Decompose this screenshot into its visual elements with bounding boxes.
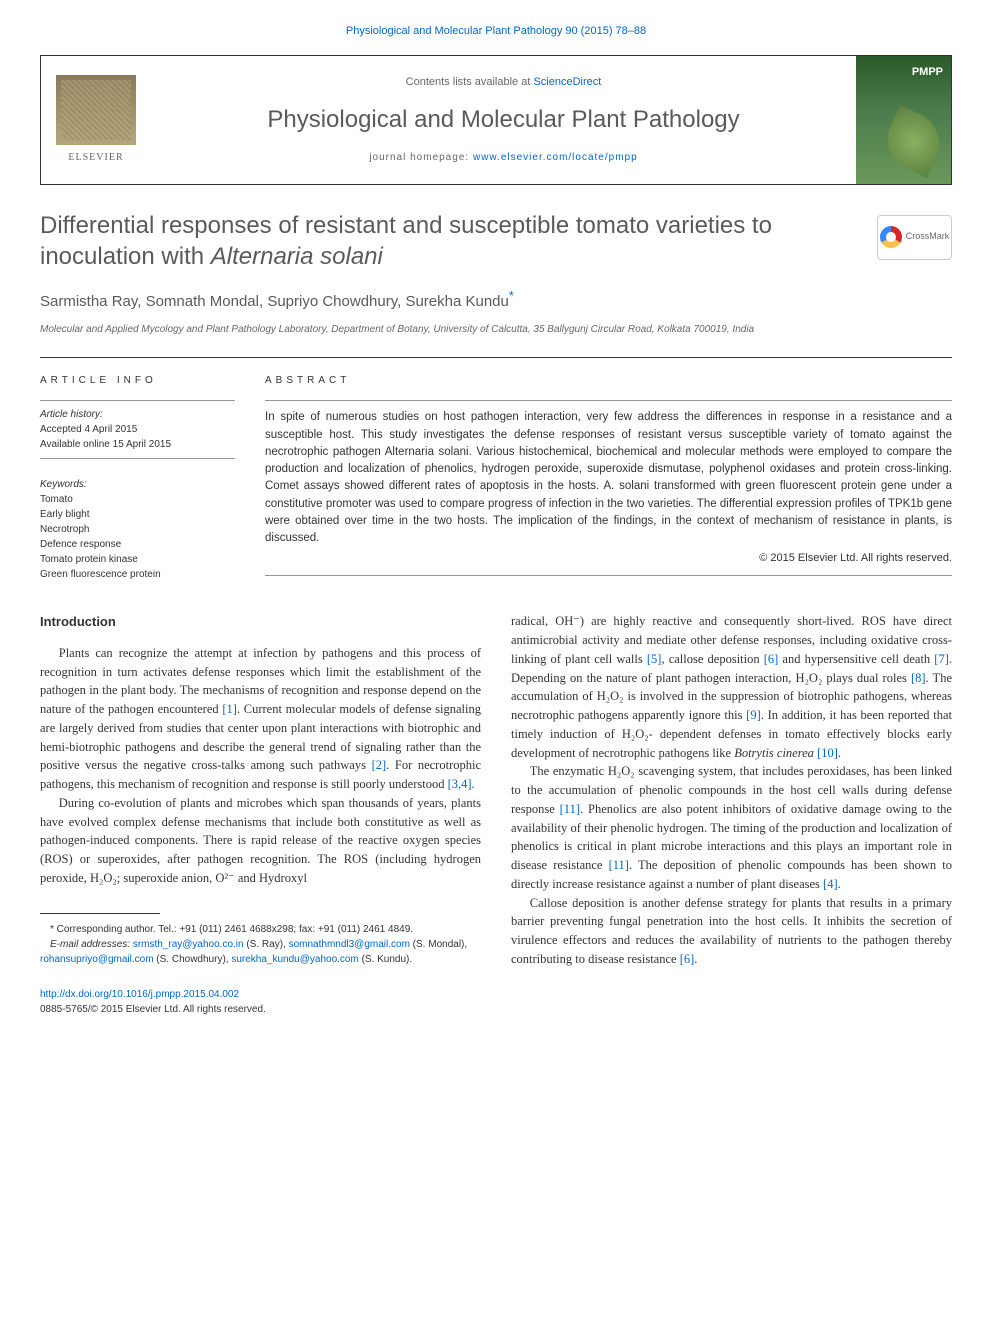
abstract-body: In spite of numerous studies on host pat… [265,411,952,544]
keyword-item: Tomato [40,492,235,507]
email-footnote: E-mail addresses: srmsth_ray@yahoo.co.in… [40,937,481,967]
sciencedirect-link[interactable]: ScienceDirect [533,76,601,88]
journal-cover-thumbnail [856,56,951,184]
email-link[interactable]: somnathmndl3@gmail.com [289,939,410,950]
history-label: Article history: [40,400,235,422]
ref-link[interactable]: [4] [823,877,838,891]
email-name: (S. Mondal), [410,939,467,950]
authors-names: Sarmistha Ray, Somnath Mondal, Supriyo C… [40,293,509,310]
para-text: . [694,952,697,966]
homepage-link[interactable]: www.elsevier.com/locate/pmpp [473,152,638,163]
article-title: Differential responses of resistant and … [40,210,862,272]
crossmark-icon [880,226,902,248]
ref-link[interactable]: [11] [609,858,629,872]
keyword-item: Green fluorescence protein [40,567,235,582]
email-link[interactable]: srmsth_ray@yahoo.co.in [133,939,244,950]
keyword-item: Necrotroph [40,522,235,537]
journal-name: Physiological and Molecular Plant Pathol… [267,102,739,138]
body-columns: Introduction Plants can recognize the at… [40,612,952,1016]
homepage-prefix: journal homepage: [369,152,473,163]
para-text: , callose deposition [661,652,763,666]
intro-para-1: Plants can recognize the attempt at infe… [40,644,481,794]
right-column: radical, OH⁻) are highly reactive and co… [511,612,952,1016]
footnote-separator [40,913,160,914]
intro-para-2: During co-evolution of plants and microb… [40,794,481,888]
article-info-heading: ARTICLE INFO [40,373,235,388]
keyword-item: Defence response [40,537,235,552]
corresponding-marker: * [509,289,514,303]
elsevier-tree-icon [56,75,136,145]
authors-line: Sarmistha Ray, Somnath Mondal, Supriyo C… [40,287,952,314]
title-row: Differential responses of resistant and … [40,210,952,272]
title-species: Alternaria solani [211,243,383,270]
leaf-icon [877,104,950,177]
email-label: E-mail addresses: [50,939,133,950]
introduction-heading: Introduction [40,612,481,632]
species-name: Botrytis cinerea [734,746,814,760]
intro-para-5: Callose deposition is another defense st… [511,894,952,969]
abstract-copyright: © 2015 Elsevier Ltd. All rights reserved… [265,550,952,567]
online-date: Available online 15 April 2015 [40,437,235,452]
elsevier-text: ELSEVIER [68,150,123,165]
keywords-label: Keywords: [40,471,235,492]
crossmark-badge[interactable]: CrossMark [877,215,952,260]
info-abstract-row: ARTICLE INFO Article history: Accepted 4… [40,357,952,582]
ref-link[interactable]: [10] [817,746,838,760]
contents-prefix: Contents lists available at [406,76,534,88]
intro-para-3: radical, OH⁻) are highly reactive and co… [511,612,952,762]
ref-link[interactable]: [5] [647,652,662,666]
keyword-item: Tomato protein kinase [40,552,235,567]
ref-link[interactable]: [2] [372,758,387,772]
email-name: (S. Chowdhury), [154,954,232,965]
ref-link[interactable]: [6] [764,652,779,666]
abstract-heading: ABSTRACT [265,373,952,388]
email-name: (S. Ray), [244,939,289,950]
accepted-date: Accepted 4 April 2015 [40,422,235,437]
doi-link[interactable]: http://dx.doi.org/10.1016/j.pmpp.2015.04… [40,989,239,1000]
affiliation: Molecular and Applied Mycology and Plant… [40,323,952,337]
crossmark-label: CrossMark [906,230,950,244]
contents-line: Contents lists available at ScienceDirec… [406,74,602,91]
top-citation-link[interactable]: Physiological and Molecular Plant Pathol… [346,25,646,37]
left-column: Introduction Plants can recognize the at… [40,612,481,1016]
elsevier-logo: ELSEVIER [41,56,151,184]
para-text: . [838,746,841,760]
ref-link[interactable]: [7] [934,652,949,666]
intro-para-4: The enzymatic H₂O₂ scavenging system, th… [511,762,952,893]
ref-link[interactable]: [3,4] [448,777,472,791]
article-history-block: Article history: Accepted 4 April 2015 A… [40,400,235,459]
keywords-list: Tomato Early blight Necrotroph Defence r… [40,492,235,582]
abstract-text: In spite of numerous studies on host pat… [265,400,952,576]
title-line2-pre: inoculation with [40,243,211,270]
journal-homepage: journal homepage: www.elsevier.com/locat… [369,150,637,165]
journal-header: ELSEVIER Contents lists available at Sci… [40,55,952,185]
ref-link[interactable]: [1] [222,702,237,716]
title-line1: Differential responses of resistant and … [40,212,772,239]
para-text: Callose deposition is another defense st… [511,896,952,966]
ref-link[interactable]: [6] [680,952,695,966]
ref-link[interactable]: [9] [746,708,761,722]
para-text: . [472,777,475,791]
email-name: (S. Kundu). [359,954,412,965]
issn-copyright: 0885-5765/© 2015 Elsevier Ltd. All right… [40,1004,266,1015]
doi-block: http://dx.doi.org/10.1016/j.pmpp.2015.04… [40,987,481,1017]
para-text: and hypersensitive cell death [778,652,934,666]
para-text: . [838,877,841,891]
email-link[interactable]: surekha_kundu@yahoo.com [231,954,358,965]
ref-link[interactable]: [11] [560,802,580,816]
top-citation: Physiological and Molecular Plant Pathol… [40,20,952,40]
email-link[interactable]: rohansupriyo@gmail.com [40,954,154,965]
abstract-column: ABSTRACT In spite of numerous studies on… [265,373,952,582]
article-info-sidebar: ARTICLE INFO Article history: Accepted 4… [40,373,235,582]
keyword-item: Early blight [40,507,235,522]
corresponding-author-footnote: * Corresponding author. Tel.: +91 (011) … [40,922,481,937]
header-center: Contents lists available at ScienceDirec… [151,56,856,184]
ref-link[interactable]: [8] [911,671,926,685]
